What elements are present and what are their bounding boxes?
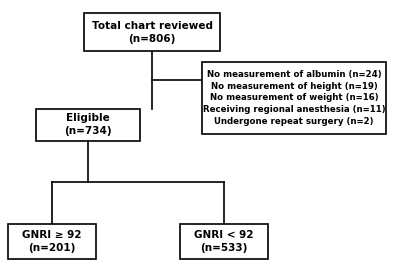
FancyBboxPatch shape xyxy=(36,109,140,141)
FancyBboxPatch shape xyxy=(202,62,386,134)
FancyBboxPatch shape xyxy=(8,224,96,259)
Text: No measurement of albumin (n=24)
No measurement of height (n=19)
No measurement : No measurement of albumin (n=24) No meas… xyxy=(203,70,385,126)
Text: GNRI ≥ 92
(n=201): GNRI ≥ 92 (n=201) xyxy=(22,230,82,253)
Text: Total chart reviewed
(n=806): Total chart reviewed (n=806) xyxy=(92,21,212,44)
FancyBboxPatch shape xyxy=(180,224,268,259)
Text: Eligible
(n=734): Eligible (n=734) xyxy=(64,113,112,136)
Text: GNRI < 92
(n=533): GNRI < 92 (n=533) xyxy=(194,230,254,253)
FancyBboxPatch shape xyxy=(84,13,220,51)
